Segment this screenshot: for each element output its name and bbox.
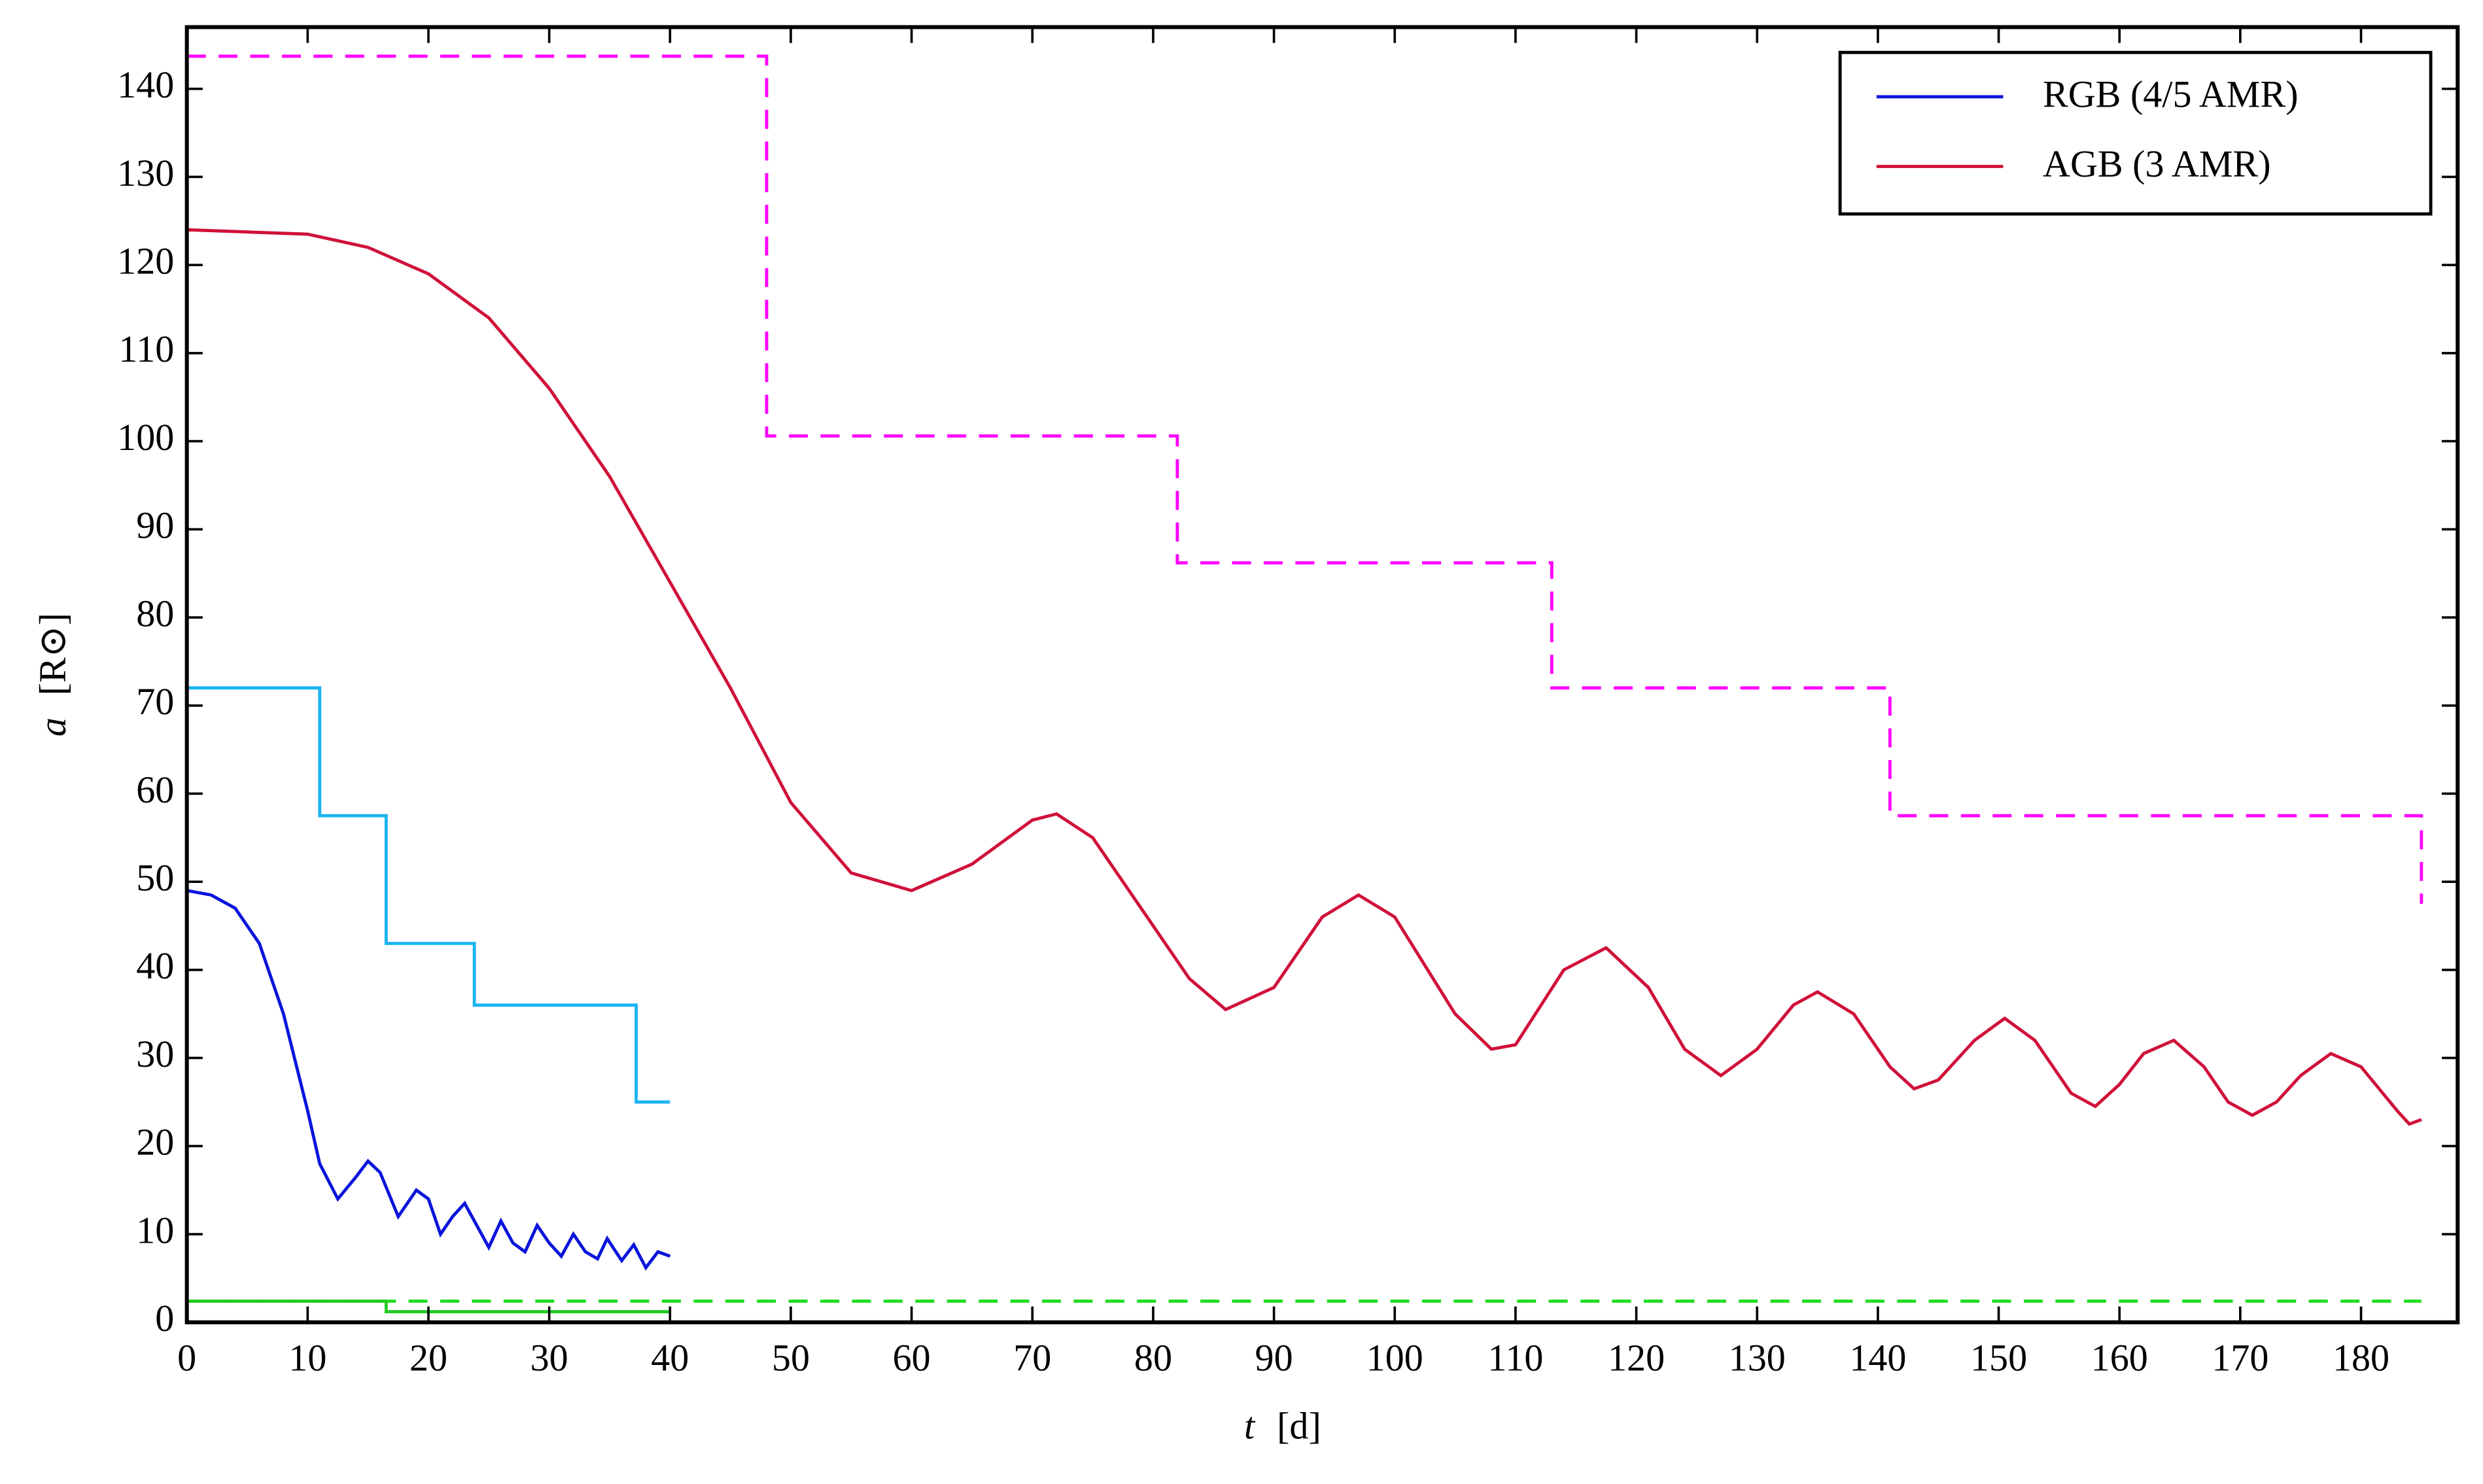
x-tick-label: 150: [1970, 1337, 2027, 1379]
y-tick-label: 40: [136, 944, 174, 987]
x-tick-label: 100: [1366, 1337, 1423, 1379]
x-tick-label: 50: [772, 1337, 810, 1379]
x-tick-label: 30: [530, 1337, 568, 1379]
series-line: [186, 228, 2422, 1126]
legend-box: [1838, 50, 2433, 216]
y-tick-label: 30: [136, 1033, 174, 1075]
legend-label: RGB (4/5 AMR): [2043, 73, 2299, 116]
y-tick-label: 10: [136, 1209, 174, 1251]
plot-frame: [184, 25, 2460, 1324]
y-tick-label: 50: [136, 857, 174, 899]
x-tick-label: 170: [2212, 1337, 2268, 1379]
x-tick-label: 80: [1134, 1337, 1172, 1379]
y-tick-label: 60: [136, 768, 174, 811]
x-tick-label: 10: [288, 1337, 326, 1379]
series-line: [186, 889, 671, 1271]
x-tick-label: 70: [1013, 1337, 1051, 1379]
x-tick-label: 0: [177, 1337, 196, 1379]
y-tick-label: 90: [136, 504, 174, 547]
x-tick-label: 90: [1255, 1337, 1293, 1379]
y-axis-variable: a: [31, 717, 74, 736]
y-tick-label: 140: [117, 63, 174, 106]
x-axis-unit: [d]: [1277, 1405, 1321, 1447]
x-tick-label: 140: [1849, 1337, 1906, 1379]
y-axis-label: a [R⊙]: [31, 613, 74, 736]
x-tick-label: 60: [893, 1337, 931, 1379]
x-axis-variable: t: [1244, 1405, 1256, 1447]
legend-label: AGB (3 AMR): [2043, 143, 2271, 185]
x-axis-label: t [d]: [1244, 1405, 1321, 1447]
y-tick-label: 20: [136, 1121, 174, 1164]
y-axis-unit: [R⊙]: [31, 613, 74, 695]
y-tick-label: 130: [117, 152, 174, 194]
series-line: [186, 1300, 670, 1314]
x-tick-label: 110: [1487, 1337, 1543, 1379]
y-tick-label: 70: [136, 680, 174, 723]
y-tick-label: 120: [117, 240, 174, 283]
x-tick-label: 120: [1608, 1337, 1665, 1379]
series-line: [186, 54, 2423, 904]
y-tick-label: 80: [136, 592, 174, 634]
x-tick-label: 40: [651, 1337, 689, 1379]
y-tick-label: 110: [118, 328, 174, 370]
x-tick-label: 180: [2333, 1337, 2389, 1379]
series-line: [186, 686, 670, 1104]
x-tick-label: 20: [409, 1337, 447, 1379]
y-tick-label: 100: [117, 416, 174, 458]
x-tick-label: 130: [1729, 1337, 1786, 1379]
y-tick-label: 0: [155, 1297, 174, 1339]
x-tick-label: 160: [2091, 1337, 2148, 1379]
